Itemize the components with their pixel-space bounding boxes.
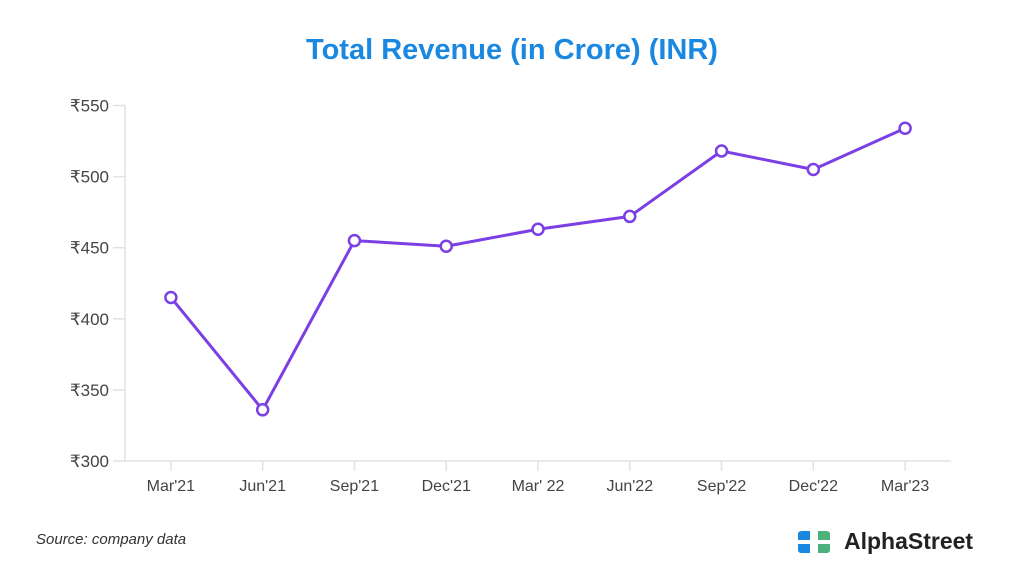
x-tick-label: Mar' 22	[512, 478, 565, 495]
alphastreet-logo-icon	[798, 530, 830, 553]
chart-title: Total Revenue (in Crore) (INR)	[306, 34, 718, 66]
source-note: Source: company data	[36, 531, 187, 548]
x-tick-label: Jun'21	[239, 478, 286, 495]
y-tick-label: ₹500	[70, 168, 109, 187]
data-point-dec21	[439, 239, 453, 254]
x-tick-label: Sep'22	[697, 478, 746, 495]
y-tick-label: ₹300	[70, 452, 109, 471]
x-tick-label: Jun'22	[606, 478, 653, 495]
data-point-sep21	[347, 233, 362, 248]
brand-logo: AlphaStreet	[796, 528, 973, 555]
data-point-jun21	[255, 403, 270, 417]
data-point-dec22	[806, 162, 821, 177]
revenue-line	[169, 126, 906, 412]
brand-name: AlphaStreet	[844, 528, 974, 554]
data-point-sep22	[714, 144, 729, 158]
data-point-jun22	[623, 209, 637, 224]
data-point-mar22	[531, 222, 545, 236]
y-tick-label: ₹450	[70, 239, 109, 258]
data-point-mar21	[164, 290, 178, 305]
x-tick-label: Mar'21	[147, 478, 196, 495]
x-tick-label: Mar'23	[881, 478, 930, 495]
x-tick-label: Sep'21	[330, 478, 379, 495]
x-tick-label: Dec'21	[422, 478, 471, 495]
x-tick-label: Dec'22	[789, 478, 838, 495]
y-tick-label: ₹550	[70, 97, 109, 116]
data-point-mar23	[898, 121, 912, 136]
y-tick-label: ₹400	[70, 310, 109, 329]
y-tick-label: ₹350	[70, 381, 109, 400]
